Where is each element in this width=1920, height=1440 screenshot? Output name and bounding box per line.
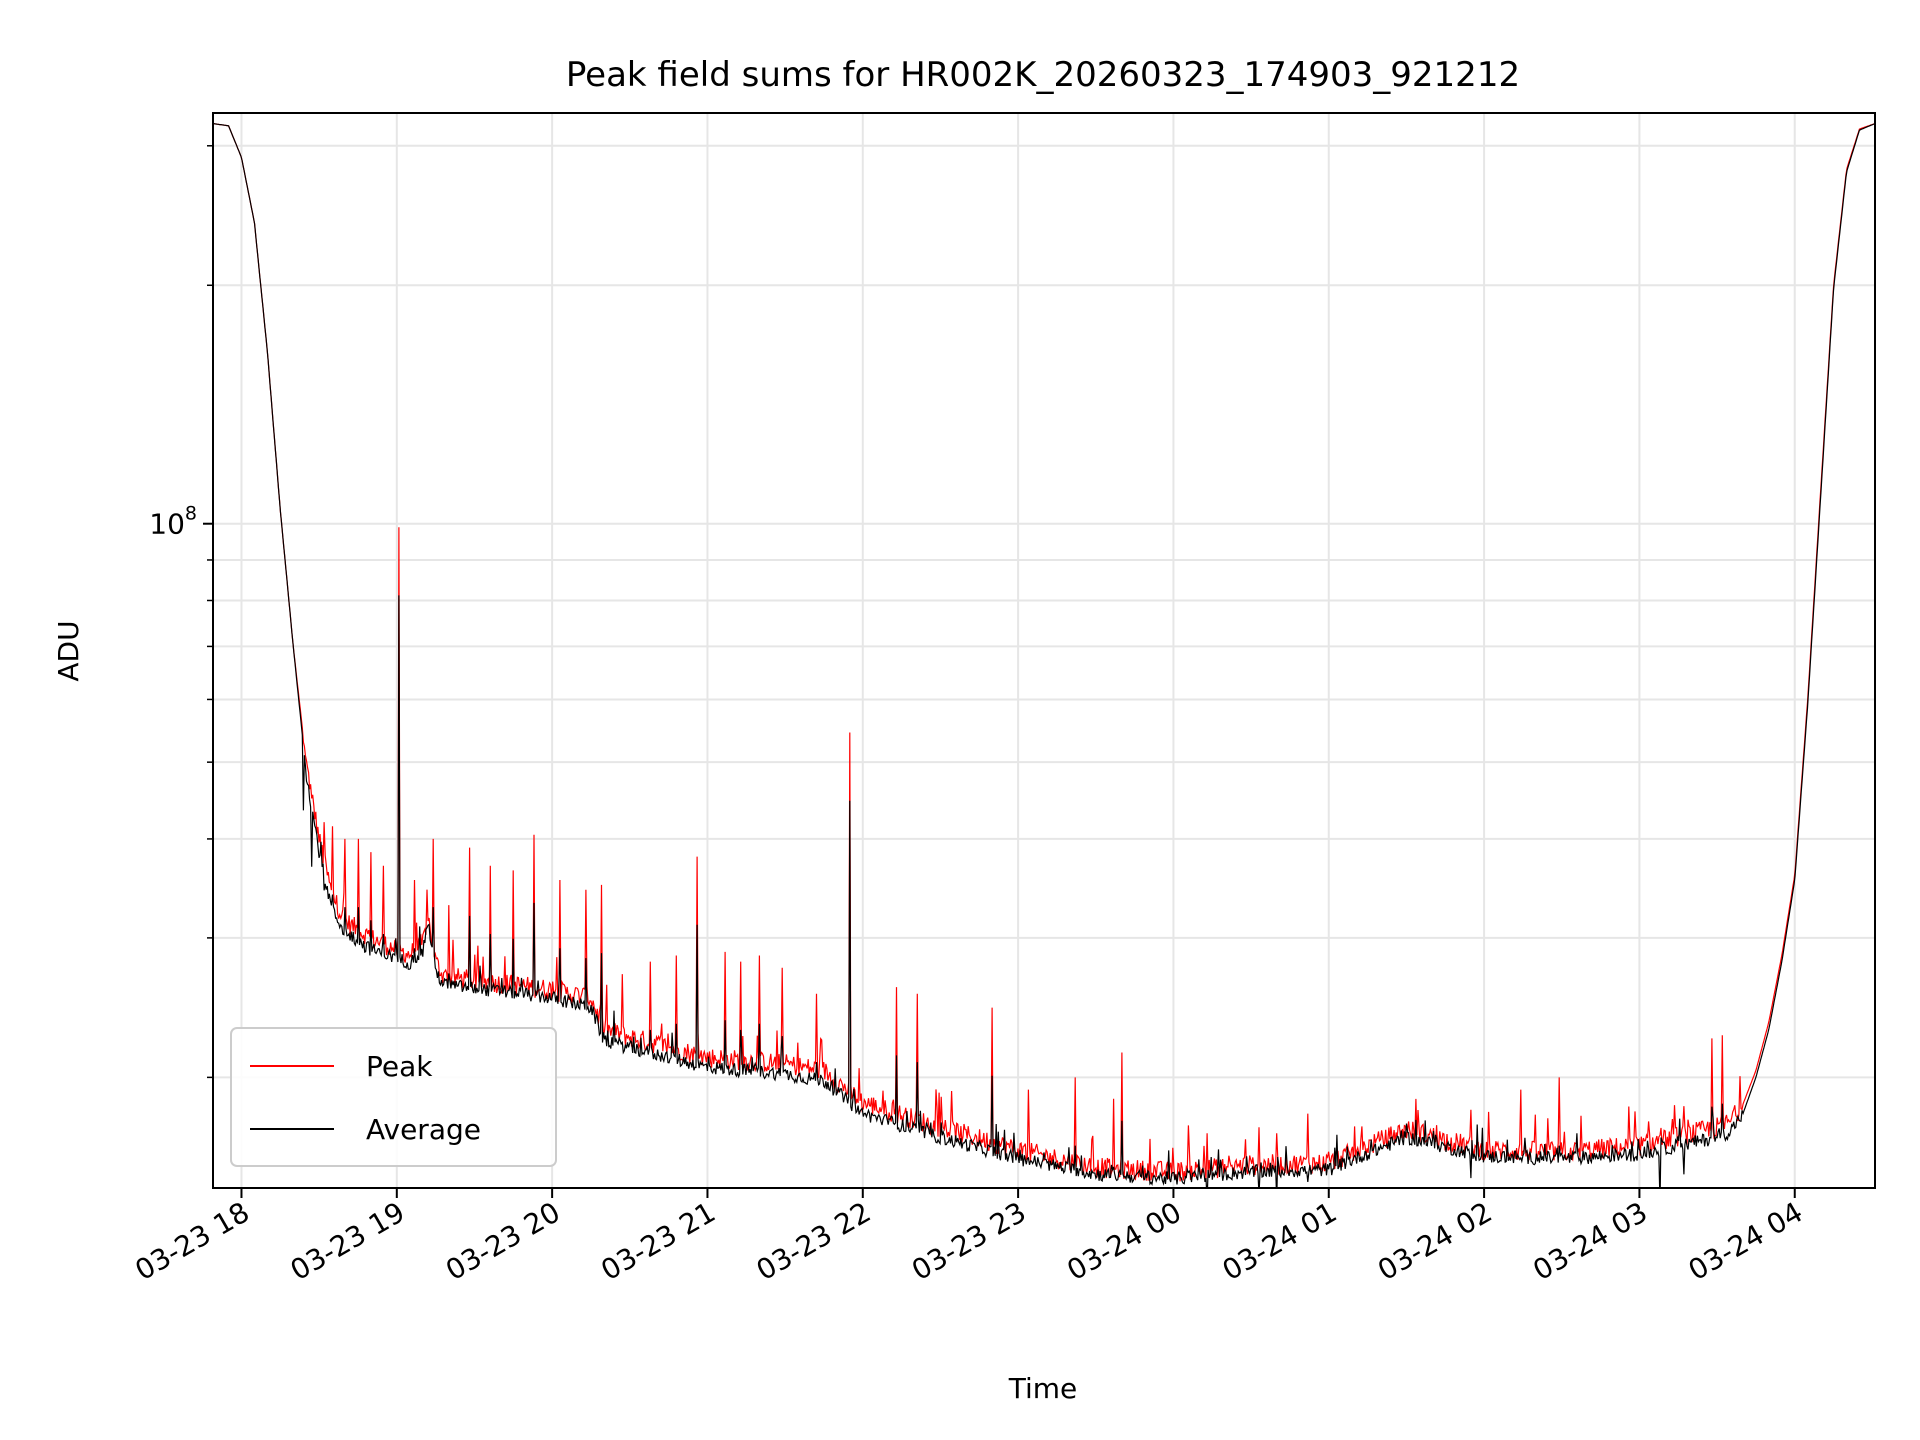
chart-title: Peak field sums for HR002K_20260323_1749… xyxy=(566,55,1520,95)
x-axis-label: Time xyxy=(1008,1372,1078,1405)
legend-peak-label: Peak xyxy=(366,1050,433,1083)
series-line-peak xyxy=(213,123,1875,1182)
legend-box xyxy=(230,1027,557,1167)
y-axis-label: ADU xyxy=(52,620,85,681)
legend: Peak Average xyxy=(230,1027,557,1167)
legend-average-label: Average xyxy=(366,1113,481,1146)
plot-series xyxy=(213,123,1875,1188)
series-line-average xyxy=(213,123,1875,1188)
plot-frame xyxy=(212,112,1876,1189)
y-tick-label: 108 xyxy=(149,503,197,541)
